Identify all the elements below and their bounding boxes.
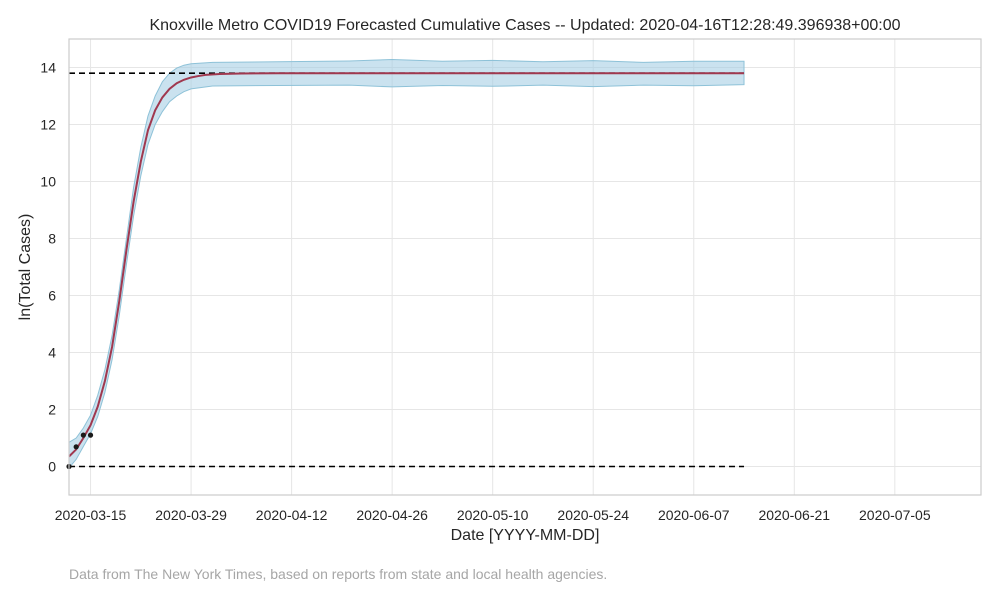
x-tick-label: 2020-04-26	[356, 507, 428, 523]
y-tick-label: 6	[48, 288, 56, 304]
axes-frame	[68, 38, 982, 496]
x-tick-label: 2020-05-10	[457, 507, 529, 523]
source-footnote: Data from The New York Times, based on r…	[69, 566, 607, 582]
forecast-line	[68, 72, 745, 458]
y-tick-label: 12	[40, 117, 56, 133]
chart-title: Knoxville Metro COVID19 Forecasted Cumul…	[149, 17, 900, 34]
y-tick-label: 4	[48, 345, 56, 361]
x-tick-label: 2020-06-21	[758, 507, 830, 523]
y-tick-label: 10	[40, 174, 56, 190]
x-axis-label: Date [YYYY-MM-DD]	[451, 527, 600, 544]
x-tick-label: 2020-03-29	[155, 507, 227, 523]
forecast-line-path	[68, 72, 745, 458]
plot-frame	[68, 38, 982, 496]
x-tick-label: 2020-07-05	[859, 507, 931, 523]
y-tick-label: 8	[48, 231, 56, 247]
x-tick-label: 2020-03-15	[55, 507, 127, 523]
x-tick-labels: 2020-03-15 2020-03-29 2020-04-12 2020-04-26…	[55, 507, 931, 523]
observed-point	[73, 444, 79, 450]
observed-point	[87, 432, 94, 438]
y-axis-label: ln(Total Cases)	[17, 214, 34, 321]
confidence-band	[68, 59, 745, 470]
observed-points	[66, 432, 94, 470]
reference-lines	[69, 72, 745, 468]
y-tick-labels: 0 2 4 6 8 10 12 14	[40, 60, 56, 475]
y-tick-label: 0	[48, 459, 56, 475]
x-tick-label: 2020-04-12	[256, 507, 328, 523]
grid	[69, 39, 981, 495]
y-tick-label: 2	[48, 402, 56, 418]
x-tick-label: 2020-05-24	[557, 507, 629, 523]
observed-point	[80, 432, 86, 438]
y-tick-label: 14	[40, 60, 56, 76]
x-tick-label: 2020-06-07	[658, 507, 730, 523]
confidence-band-area	[68, 59, 745, 470]
